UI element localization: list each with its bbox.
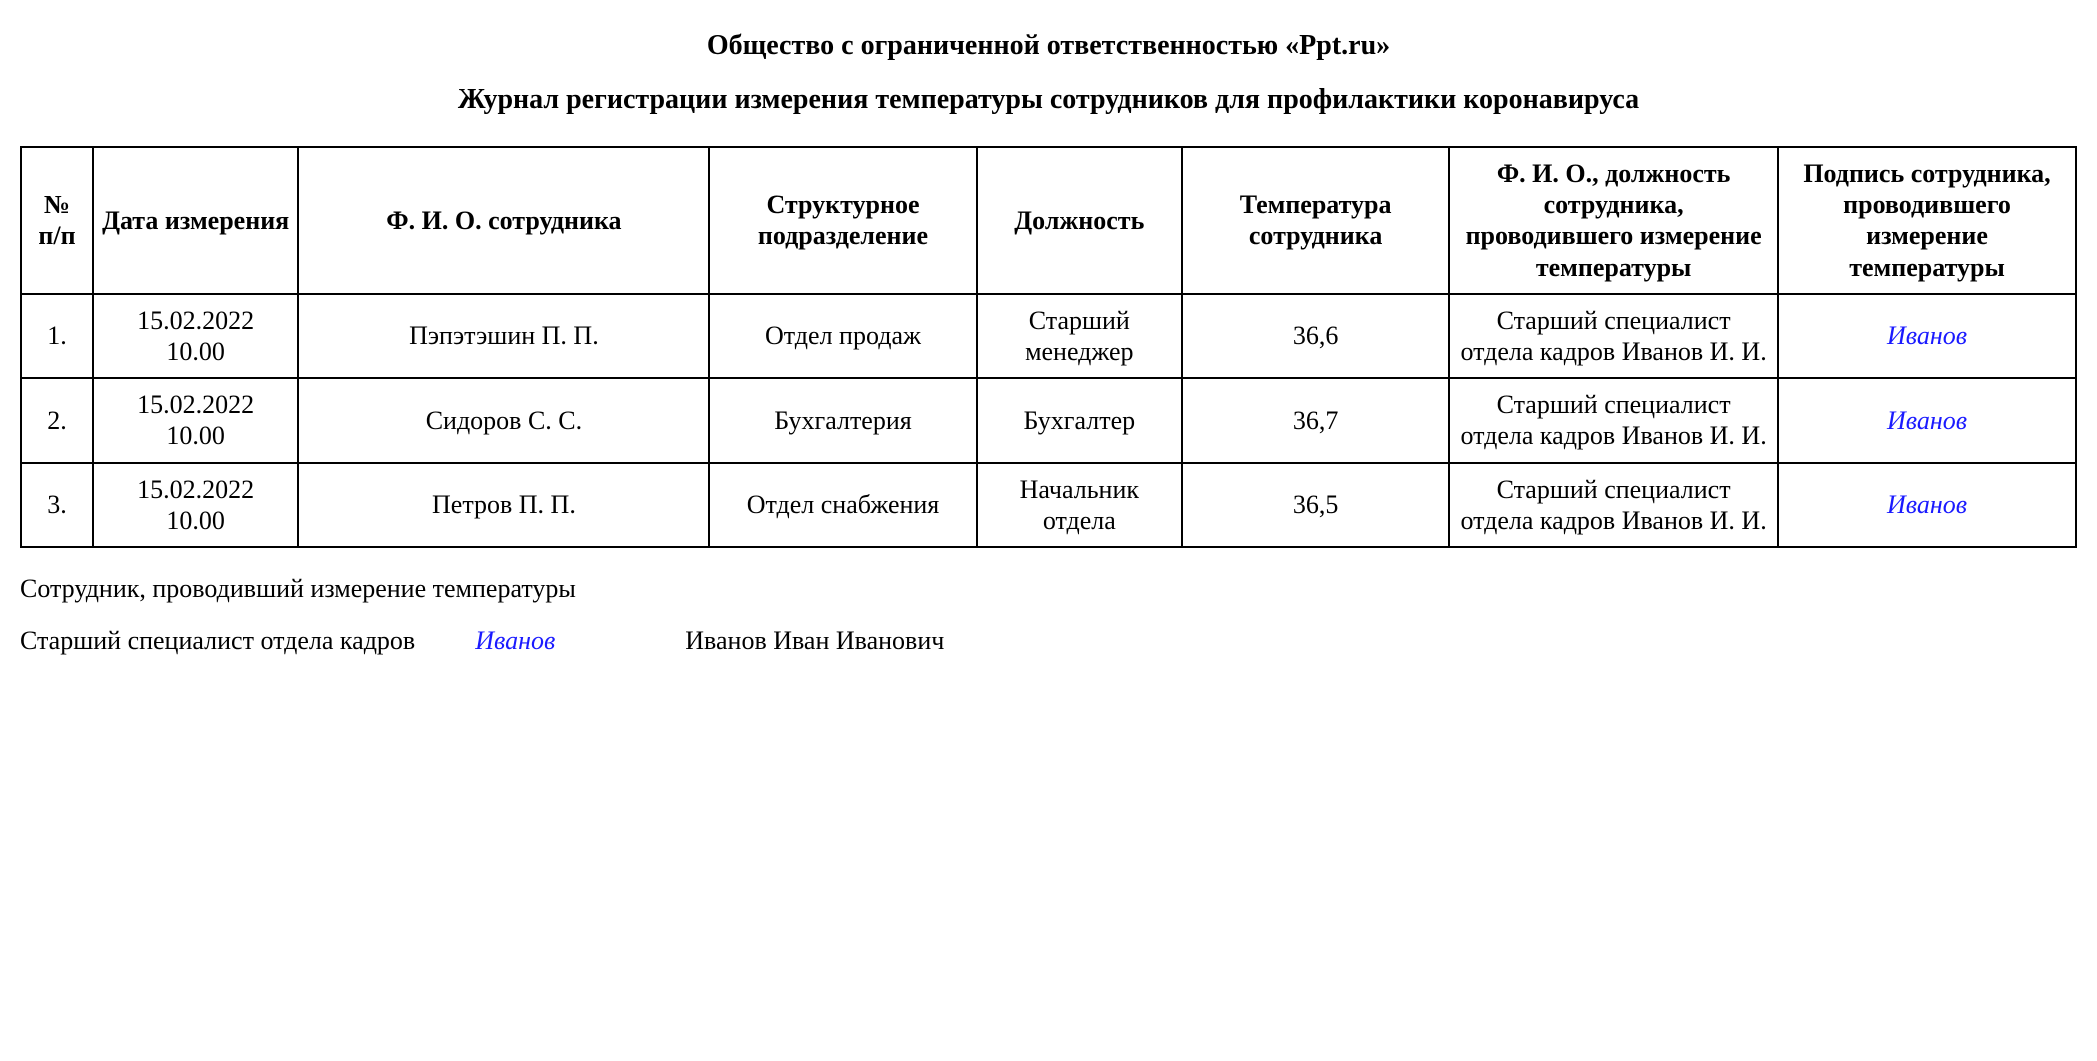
cell-dept: Отдел снабжения bbox=[709, 463, 976, 547]
cell-temp: 36,7 bbox=[1182, 378, 1449, 462]
document-title: Журнал регистрации измерения температуры… bbox=[20, 84, 2077, 116]
footer-role: Старший специалист отдела кадров bbox=[20, 626, 415, 656]
cell-date-line2: 10.00 bbox=[102, 336, 290, 367]
table-header-row: № п/п Дата измерения Ф. И. О. сотрудника… bbox=[21, 147, 2076, 294]
document-root: Общество с ограниченной ответственностью… bbox=[20, 30, 2077, 656]
cell-pos: Начальник отдела bbox=[977, 463, 1183, 547]
col-header-dept: Структурное подразделение bbox=[709, 147, 976, 294]
signature-text: Иванов bbox=[1887, 406, 1967, 435]
cell-pos: Старший менеджер bbox=[977, 294, 1183, 378]
table-row: 2. 15.02.2022 10.00 Сидоров С. С. Бухгал… bbox=[21, 378, 2076, 462]
signature-text: Иванов bbox=[1887, 490, 1967, 519]
col-header-meas: Ф. И. О., должность сотрудника, проводив… bbox=[1449, 147, 1778, 294]
cell-dept: Отдел продаж bbox=[709, 294, 976, 378]
cell-num: 3. bbox=[21, 463, 93, 547]
cell-dept: Бухгалтерия bbox=[709, 378, 976, 462]
cell-date-line2: 10.00 bbox=[102, 420, 290, 451]
cell-sign: Иванов bbox=[1778, 294, 2076, 378]
col-header-temp: Температура сотрудника bbox=[1182, 147, 1449, 294]
col-header-pos: Должность bbox=[977, 147, 1183, 294]
cell-num: 2. bbox=[21, 378, 93, 462]
registration-table: № п/п Дата измерения Ф. И. О. сотрудника… bbox=[20, 146, 2077, 548]
cell-date: 15.02.2022 10.00 bbox=[93, 378, 299, 462]
cell-fio: Петров П. П. bbox=[298, 463, 709, 547]
col-header-sign: Подпись сотрудника, проводившего измерен… bbox=[1778, 147, 2076, 294]
footer: Сотрудник, проводивший измерение темпера… bbox=[20, 574, 2077, 656]
footer-signature: Иванов bbox=[475, 626, 555, 656]
footer-full-name: Иванов Иван Иванович bbox=[685, 626, 944, 656]
cell-num: 1. bbox=[21, 294, 93, 378]
cell-sign: Иванов bbox=[1778, 463, 2076, 547]
cell-meas: Старший специалист отдела кадров Иванов … bbox=[1449, 378, 1778, 462]
cell-fio: Сидоров С. С. bbox=[298, 378, 709, 462]
org-name: Общество с ограниченной ответственностью… bbox=[20, 30, 2077, 62]
table-row: 1. 15.02.2022 10.00 Пэпэтэшин П. П. Отде… bbox=[21, 294, 2076, 378]
col-header-fio: Ф. И. О. сотрудника bbox=[298, 147, 709, 294]
footer-caption: Сотрудник, проводивший измерение темпера… bbox=[20, 574, 2077, 604]
cell-sign: Иванов bbox=[1778, 378, 2076, 462]
cell-meas: Старший специалист отдела кадров Иванов … bbox=[1449, 294, 1778, 378]
col-header-date: Дата измерения bbox=[93, 147, 299, 294]
cell-date: 15.02.2022 10.00 bbox=[93, 463, 299, 547]
cell-date-line2: 10.00 bbox=[102, 505, 290, 536]
cell-temp: 36,5 bbox=[1182, 463, 1449, 547]
table-row: 3. 15.02.2022 10.00 Петров П. П. Отдел с… bbox=[21, 463, 2076, 547]
col-header-num: № п/п bbox=[21, 147, 93, 294]
cell-meas: Старший специалист отдела кадров Иванов … bbox=[1449, 463, 1778, 547]
cell-temp: 36,6 bbox=[1182, 294, 1449, 378]
footer-signature-line: Старший специалист отдела кадров Иванов … bbox=[20, 626, 2077, 656]
cell-pos: Бухгалтер bbox=[977, 378, 1183, 462]
cell-fio: Пэпэтэшин П. П. bbox=[298, 294, 709, 378]
cell-date-line1: 15.02.2022 bbox=[102, 305, 290, 336]
signature-text: Иванов bbox=[1887, 321, 1967, 350]
cell-date-line1: 15.02.2022 bbox=[102, 474, 290, 505]
cell-date: 15.02.2022 10.00 bbox=[93, 294, 299, 378]
table-body: 1. 15.02.2022 10.00 Пэпэтэшин П. П. Отде… bbox=[21, 294, 2076, 547]
cell-date-line1: 15.02.2022 bbox=[102, 389, 290, 420]
